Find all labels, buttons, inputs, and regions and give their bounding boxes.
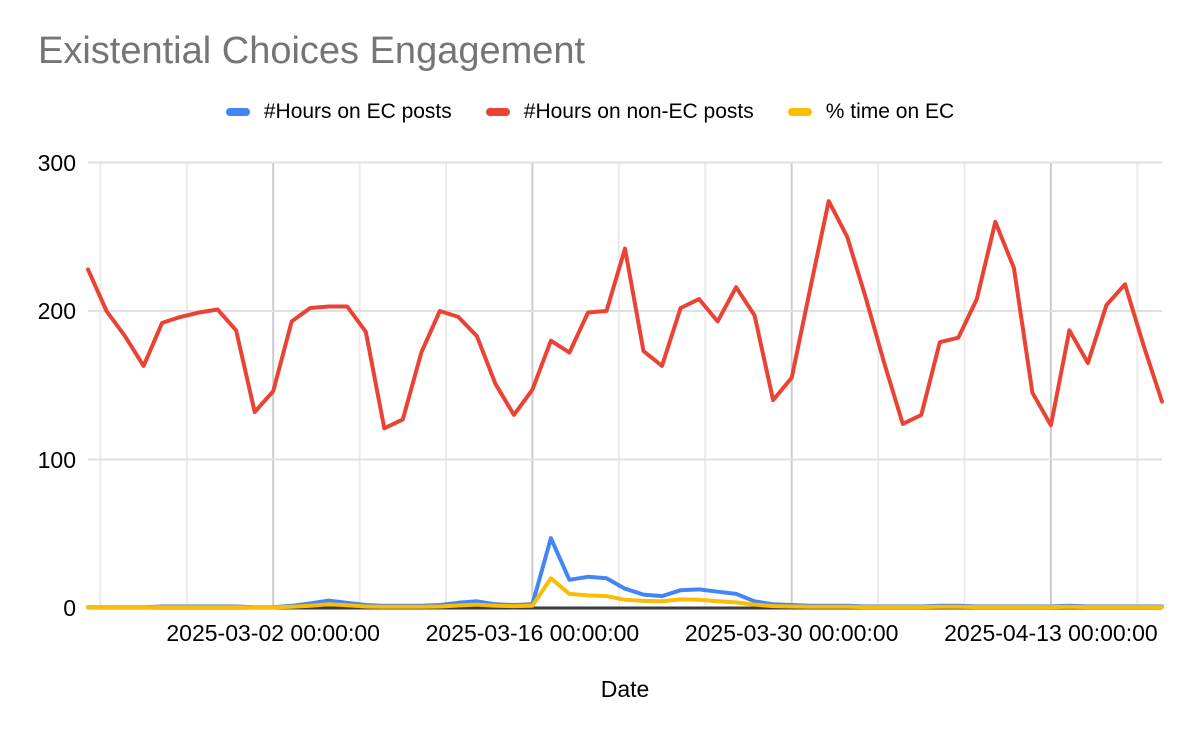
legend-item-0: #Hours on EC posts [225, 100, 452, 124]
chart-title: Existential Choices Engagement [38, 30, 586, 72]
legend-item-1: #Hours on non-EC posts [485, 100, 754, 124]
y-tick-label: 300 [37, 149, 76, 176]
x-tick-label: 2025-03-30 00:00:00 [684, 620, 899, 646]
legend-swatch-icon [225, 108, 250, 116]
x-tick-label: 2025-04-13 00:00:00 [944, 620, 1158, 646]
y-tick-label: 200 [37, 298, 76, 324]
series-line-hours-on-ec-posts [86, 536, 1164, 610]
legend-item-2: % time on EC [787, 100, 955, 124]
x-tick-label: 2025-03-02 00:00:00 [166, 620, 380, 646]
series-line-hours-on-non-ec-posts [86, 199, 1164, 431]
y-tick-label: 0 [63, 595, 76, 621]
legend-label: % time on EC [825, 100, 955, 123]
legend-swatch-icon [485, 108, 510, 116]
legend: #Hours on EC posts #Hours on non-EC posts… [0, 98, 1180, 126]
series-line-time-on-ec [86, 576, 1164, 610]
legend-label: #Hours on EC posts [263, 100, 452, 123]
legend-label: #Hours on non-EC posts [523, 100, 754, 123]
x-axis-title: Date [600, 676, 650, 702]
y-tick-label: 100 [37, 446, 76, 473]
legend-swatch-icon [787, 108, 812, 116]
x-tick-label: 2025-03-16 00:00:00 [425, 620, 640, 646]
